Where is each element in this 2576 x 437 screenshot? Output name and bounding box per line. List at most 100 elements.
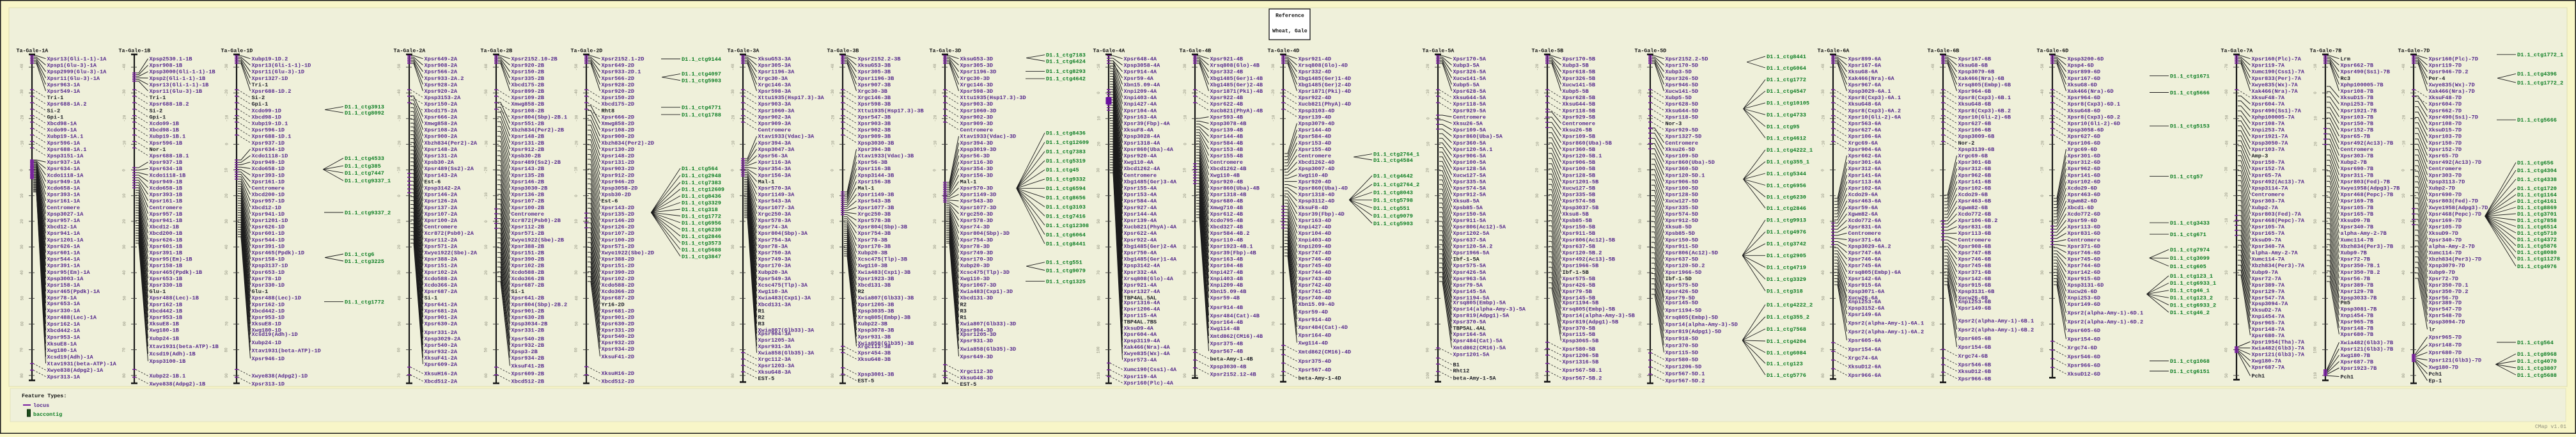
svg-text:Xpsr681-2A: Xpsr681-2A [425, 308, 458, 314]
svg-text:-20: -20 [1638, 89, 1643, 96]
svg-text:Xwia807(Glb33)-3D: Xwia807(Glb33)-3D [960, 321, 1017, 328]
svg-text:40: 40 [1535, 219, 1540, 224]
svg-text:D1.1_ctg3329: D1.1_ctg3329 [1767, 276, 1806, 283]
svg-text:Xpsr10(Gli-2)-6D: Xpsr10(Gli-2)-6D [2068, 121, 2121, 127]
svg-text:D1.1_ctg8441: D1.1_ctg8441 [1767, 54, 1806, 60]
svg-text:Xak466(Nra)-4A: Xak466(Nra)-4A [1124, 344, 1171, 351]
svg-text:Xwye835(Wx)-7D: Xwye835(Wx)-7D [2429, 82, 2475, 88]
svg-text:Xpsr920-2D: Xpsr920-2D [602, 88, 635, 95]
svg-text:Xpsr598-3B: Xpsr598-3B [858, 101, 891, 107]
svg-text:XksuG8-6B: XksuG8-6B [1958, 63, 1988, 69]
svg-text:Xpsr149-6A: Xpsr149-6A [1848, 312, 1882, 318]
svg-text:40: 40 [1183, 244, 1187, 250]
svg-text:Xwye1958(Adpg3)-7D: Xwye1958(Adpg3)-7D [2429, 205, 2488, 211]
svg-text:Xpsr152-7D: Xpsr152-7D [2429, 147, 2462, 153]
svg-text:Ta-Gale-6B: Ta-Gale-6B [1928, 48, 1960, 54]
svg-text:100: 100 [1097, 346, 1101, 353]
svg-text:Xpsr551-2B: Xpsr551-2B [511, 121, 545, 127]
svg-text:80: 80 [1271, 347, 1276, 353]
svg-text:Xpsr567-5B.1: Xpsr567-5B.1 [1563, 367, 1602, 374]
svg-text:Xubp20-3B: Xubp20-3B [858, 250, 887, 257]
svg-text:Xpsr393-1A: Xpsr393-1A [47, 192, 81, 198]
svg-text:Xpsr584-4B: Xpsr584-4B [1210, 140, 1244, 147]
svg-text:Xpsr100-2B: Xpsr100-2B [511, 205, 545, 211]
svg-text:Xcr872(Psb0)-2A: Xcr872(Psb0)-2A [425, 230, 474, 237]
svg-text:Xpsp3007-4D: Xpsp3007-4D [1299, 166, 1335, 172]
svg-text:Xpsr360-5A: Xpsr360-5A [1453, 140, 1487, 147]
svg-text:70: 70 [831, 347, 835, 353]
svg-text:10: 10 [574, 219, 579, 224]
svg-text:Xpsr570-3D: Xpsr570-3D [960, 186, 994, 192]
svg-text:Xpsr335-5B: Xpsr335-5B [1563, 192, 1596, 198]
svg-text:D1.1_ctg4338: D1.1_ctg4338 [2517, 177, 2557, 183]
svg-text:Xpsr100-5D: Xpsr100-5D [1666, 186, 1699, 192]
svg-text:Xpsr120-5B.2: Xpsr120-5B.2 [1563, 250, 1602, 257]
svg-text:Xpsr354-3D: Xpsr354-3D [960, 166, 994, 172]
svg-text:Xpsr150-5B: Xpsr150-5B [1563, 224, 1596, 230]
svg-text:Xpsr2(alpha-Amy-1)-6A.2: Xpsr2(alpha-Amy-1)-6A.2 [1848, 329, 1924, 335]
svg-text:D1.1_ctg4222_1: D1.1_ctg4222_1 [1767, 147, 1813, 154]
svg-text:Xpsr164-4B: Xpsr164-4B [1210, 319, 1244, 326]
svg-text:Xpsr618-5B: Xpsr618-5B [1563, 69, 1596, 75]
svg-text:Ta-Gale-1D: Ta-Gale-1D [221, 48, 253, 54]
svg-text:Xpsr932-2D: Xpsr932-2D [602, 340, 635, 346]
svg-text:-40: -40 [933, 63, 937, 70]
svg-text:Xtav1931(beta-ATP)-1D: Xtav1931(beta-ATP)-1D [252, 347, 321, 354]
svg-text:D1.1_ctg3225: D1.1_ctg3225 [345, 258, 384, 265]
svg-text:Xpsp2999(Glu-3)-1A: Xpsp2999(Glu-3)-1A [47, 69, 107, 75]
svg-text:70: 70 [1426, 296, 1430, 301]
svg-text:Xpsr601-1A: Xpsr601-1A [47, 250, 81, 257]
svg-text:D1.1_ctg385: D1.1_ctg385 [345, 163, 381, 170]
svg-text:Xpsr601-1B: Xpsr601-1B [150, 243, 183, 250]
svg-text:Xpsr170-5A: Xpsr170-5A [1453, 56, 1487, 63]
svg-text:Xpsr160(Plc)-7D: Xpsr160(Plc)-7D [2429, 56, 2478, 63]
svg-text:Xpsr14(alpha-Amy-3)-5A: Xpsr14(alpha-Amy-3)-5A [1453, 306, 1526, 312]
svg-text:Xpsr906-5B: Xpsr906-5B [1563, 159, 1596, 166]
svg-text:-20: -20 [398, 140, 402, 147]
svg-text:Xwye835(Wx)-4A: Xwye835(Wx)-4A [1124, 351, 1171, 357]
svg-text:Xpsr152-7A: Xpsr152-7A [2252, 166, 2285, 172]
svg-text:Xpsr575-5D: Xpsr575-5D [1666, 282, 1699, 289]
svg-text:50: 50 [2401, 296, 2406, 301]
svg-text:Xpsr488(Lec)-1B: Xpsr488(Lec)-1B [150, 295, 199, 301]
svg-text:Xpsp3019-3D: Xpsp3019-3D [960, 147, 997, 153]
svg-text:Xpsp3079-7D: Xpsp3079-7D [2429, 263, 2465, 269]
svg-text:Xbn15.09-4B: Xbn15.09-4B [1210, 289, 1247, 295]
svg-text:Ta-Gale-2A: Ta-Gale-2A [394, 48, 426, 54]
svg-text:40: 40 [2040, 296, 2045, 301]
svg-text:Xbg1485(Ger)1-4D: Xbg1485(Ger)1-4D [1299, 75, 1352, 82]
svg-text:Xpsr649-2D: Xpsr649-2D [602, 63, 635, 69]
svg-text:-10: -10 [831, 140, 836, 147]
svg-text:Xpsr312-6A: Xpsr312-6A [1848, 166, 1882, 172]
svg-text:Xpsp3079-4D: Xpsp3079-4D [1299, 121, 1335, 127]
svg-text:Xubp5-5D: Xubp5-5D [1666, 95, 1692, 101]
svg-text:Amp-3: Amp-3 [2252, 153, 2268, 159]
svg-text:Xpsr929-5A: Xpsr929-5A [1453, 107, 1487, 114]
svg-text:Xpsr920-4B: Xpsr920-4B [1210, 179, 1244, 185]
svg-text:Mal-1: Mal-1 [960, 179, 977, 185]
svg-text:Xbcd442-1A: Xbcd442-1A [47, 328, 81, 334]
svg-text:Xpsr370-5A: Xpsr370-5A [1453, 319, 1487, 325]
svg-text:10: 10 [397, 219, 402, 224]
svg-text:Xpsr110-4B: Xpsr110-4B [1210, 237, 1244, 243]
svg-text:Xcdo772-6D: Xcdo772-6D [2068, 211, 2101, 218]
svg-text:XksuG44-5A: XksuG44-5A [1453, 95, 1487, 101]
svg-text:D1.1_ctg7447: D1.1_ctg7447 [345, 170, 384, 177]
svg-text:Xpsr1205-3D: Xpsr1205-3D [960, 331, 997, 338]
svg-text:Xpsp3153-2A: Xpsp3153-2A [425, 95, 462, 101]
svg-text:Xpsr744-6D: Xpsr744-6D [2068, 263, 2101, 269]
svg-text:Ta-Gale-2B: Ta-Gale-2B [481, 48, 513, 54]
svg-text:Xubp22-3B: Xubp22-3B [858, 321, 887, 328]
svg-text:30: 30 [122, 244, 127, 250]
svg-text:20: 20 [574, 244, 579, 250]
svg-text:Xpsp3-2B: Xpsp3-2B [511, 349, 538, 355]
svg-text:Xpsr906-5A: Xpsr906-5A [1453, 153, 1487, 159]
svg-text:Centromere: Centromere [47, 205, 81, 211]
svg-text:Xpsr908-2A: Xpsr908-2A [425, 63, 458, 69]
svg-text:Xucb821(PhyA)-4B: Xucb821(PhyA)-4B [1210, 107, 1263, 114]
svg-text:Xpsr681-2D: Xpsr681-2D [602, 308, 635, 314]
svg-text:Xpsr688-1A.2: Xpsr688-1A.2 [47, 101, 87, 107]
svg-text:Xpsr120-5A.1: Xpsr120-5A.1 [1453, 147, 1493, 153]
svg-text:Xnpi209-4D: Xnpi209-4D [1299, 243, 1332, 250]
svg-text:Xpsr465(Ppdk)-1D: Xpsr465(Ppdk)-1D [252, 250, 305, 257]
